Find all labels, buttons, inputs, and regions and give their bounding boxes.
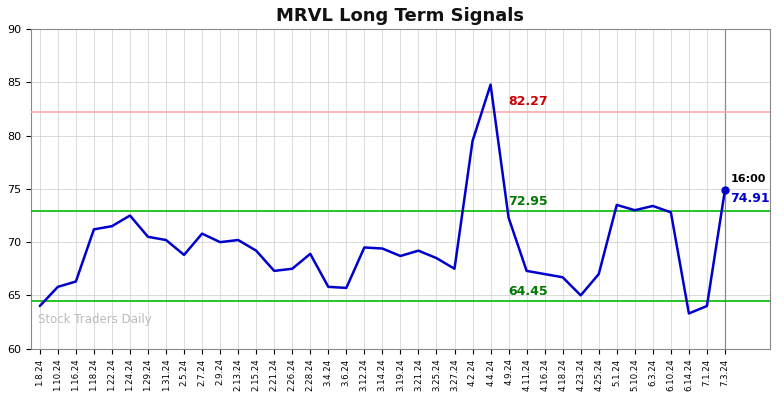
Text: 74.91: 74.91	[731, 192, 770, 205]
Text: 82.27: 82.27	[509, 96, 548, 108]
Text: Stock Traders Daily: Stock Traders Daily	[38, 313, 152, 326]
Text: 72.95: 72.95	[509, 195, 548, 207]
Title: MRVL Long Term Signals: MRVL Long Term Signals	[277, 7, 524, 25]
Text: 16:00: 16:00	[731, 174, 766, 183]
Text: 64.45: 64.45	[509, 285, 548, 298]
